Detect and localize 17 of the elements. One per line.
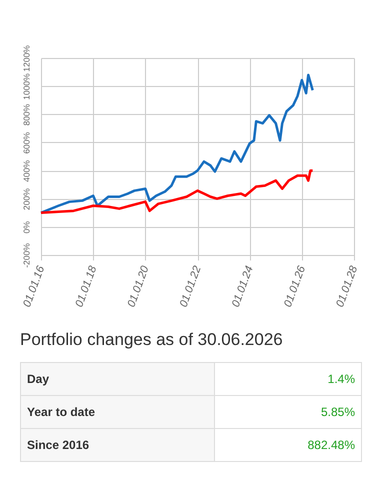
category-label: Year to date — [20, 396, 215, 428]
y-tick-label: 400% — [22, 160, 32, 182]
y-tick-label: 1200% — [22, 44, 32, 72]
text: 882.48% — [308, 438, 355, 452]
y-tick-label: 0% — [22, 220, 32, 234]
line-series — [40, 169, 314, 214]
text: 5.85% — [320, 405, 355, 419]
category-label: Since 2016 — [20, 428, 215, 462]
line-series — [40, 74, 314, 214]
y-tick-label: 800% — [22, 103, 32, 126]
y-tick-label: 1000% — [22, 72, 32, 100]
y-tick-label: -200% — [22, 242, 32, 268]
text: 1.4% — [328, 372, 355, 386]
category-label: Day — [20, 362, 215, 396]
y-tick-label: 600% — [22, 132, 32, 154]
text: Portfolio changes as of 30.06.2026 — [20, 330, 284, 350]
y-tick-label: 200% — [22, 188, 32, 210]
